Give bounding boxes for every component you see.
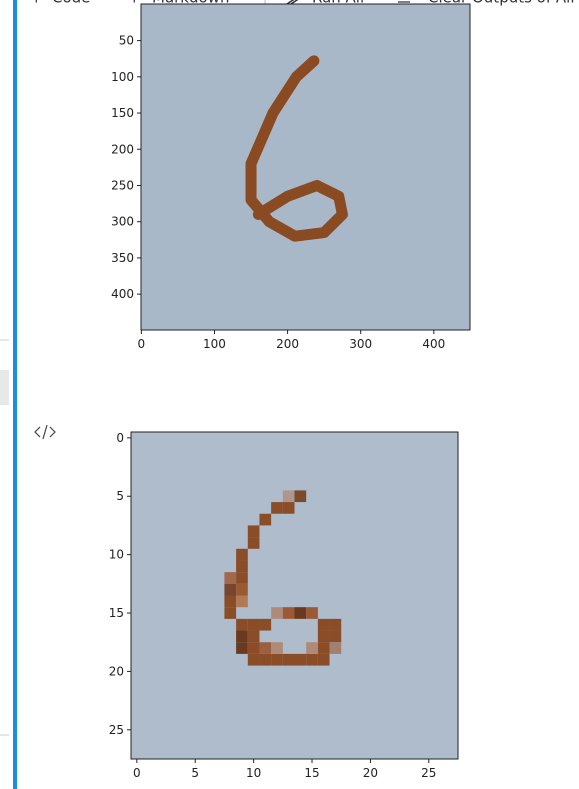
toolbar-markdown[interactable]: Markdown bbox=[152, 0, 229, 7]
pixel bbox=[236, 595, 248, 608]
pixel bbox=[247, 653, 260, 666]
pixel bbox=[236, 548, 248, 561]
pixel bbox=[306, 642, 318, 654]
y-tick-label: 50 bbox=[119, 34, 134, 48]
axes-frame bbox=[140, 3, 471, 331]
pixel bbox=[294, 607, 307, 619]
x-tick-label: 300 bbox=[349, 337, 372, 351]
x-tick-label: 25 bbox=[421, 766, 436, 780]
x-tick-label: 0 bbox=[138, 337, 146, 351]
pixel bbox=[329, 630, 342, 643]
toolbar-run-all[interactable]: Run All bbox=[312, 0, 364, 7]
pixel bbox=[282, 653, 295, 666]
y-tick-label: 100 bbox=[111, 70, 134, 84]
image-background bbox=[141, 4, 470, 330]
pixel bbox=[271, 607, 283, 619]
pixel bbox=[259, 513, 272, 526]
y-tick-label: 5 bbox=[116, 489, 124, 503]
pixel bbox=[329, 642, 342, 654]
pixel bbox=[306, 653, 318, 666]
y-tick-label: 0 bbox=[116, 431, 124, 445]
y-tick-label: 10 bbox=[109, 548, 124, 562]
y-tick-label: 300 bbox=[111, 215, 134, 229]
y-tick-label: 150 bbox=[111, 106, 134, 120]
pixel bbox=[236, 572, 248, 584]
pixel bbox=[294, 490, 307, 503]
pixel bbox=[247, 630, 260, 643]
pixel bbox=[247, 525, 260, 538]
axes-frame bbox=[130, 431, 459, 760]
x-tick-label: 15 bbox=[304, 766, 319, 780]
x-tick-label: 100 bbox=[203, 337, 226, 351]
pixel bbox=[247, 618, 260, 631]
pixel bbox=[247, 537, 260, 549]
pixel bbox=[224, 607, 237, 619]
pixel bbox=[236, 618, 248, 631]
y-tick-label: 350 bbox=[111, 251, 134, 265]
pixel bbox=[247, 642, 260, 654]
cell-icon[interactable] bbox=[34, 424, 56, 440]
y-tick-label: 25 bbox=[109, 723, 124, 737]
y-tick-label: 250 bbox=[111, 178, 134, 192]
pixel bbox=[224, 595, 237, 608]
x-tick-label: 200 bbox=[276, 337, 299, 351]
pixel bbox=[236, 630, 248, 643]
pixel bbox=[282, 607, 295, 619]
pixel bbox=[317, 618, 330, 631]
pixel bbox=[317, 642, 330, 654]
y-tick-label: 15 bbox=[109, 606, 124, 620]
pixel bbox=[224, 583, 237, 596]
toolbar-code[interactable]: Code bbox=[52, 0, 90, 7]
x-tick-label: 5 bbox=[191, 766, 199, 780]
image-stroke bbox=[245, 55, 348, 242]
pixel bbox=[259, 642, 272, 654]
pixel bbox=[236, 642, 248, 654]
y-tick-label: 20 bbox=[109, 664, 124, 678]
pixel bbox=[282, 490, 295, 503]
pixel bbox=[317, 630, 330, 643]
x-tick-label: 0 bbox=[133, 766, 141, 780]
pixel bbox=[282, 502, 295, 514]
pixel bbox=[224, 572, 237, 584]
toolbar-clear[interactable]: Clear Outputs of All bbox=[428, 0, 575, 7]
x-tick-label: 400 bbox=[422, 337, 445, 351]
pixel bbox=[236, 583, 248, 596]
x-tick-label: 10 bbox=[246, 766, 261, 780]
toolbar-plus[interactable]: + bbox=[30, 0, 43, 7]
pixel bbox=[317, 653, 330, 666]
toolbar-plus[interactable]: + bbox=[128, 0, 141, 7]
pixel bbox=[271, 502, 283, 514]
side-gutter bbox=[0, 370, 9, 405]
pixel bbox=[294, 653, 307, 666]
cell-focus-bar bbox=[13, 0, 17, 789]
pixel bbox=[271, 642, 283, 654]
y-tick-label: 400 bbox=[111, 287, 134, 301]
pixel bbox=[236, 560, 248, 573]
y-tick-label: 200 bbox=[111, 142, 134, 156]
pixel bbox=[259, 618, 272, 631]
pixel bbox=[271, 653, 283, 666]
pixel bbox=[306, 607, 318, 619]
image-background bbox=[131, 432, 458, 759]
pixel bbox=[259, 653, 272, 666]
pixel bbox=[329, 618, 342, 631]
x-tick-label: 20 bbox=[363, 766, 378, 780]
